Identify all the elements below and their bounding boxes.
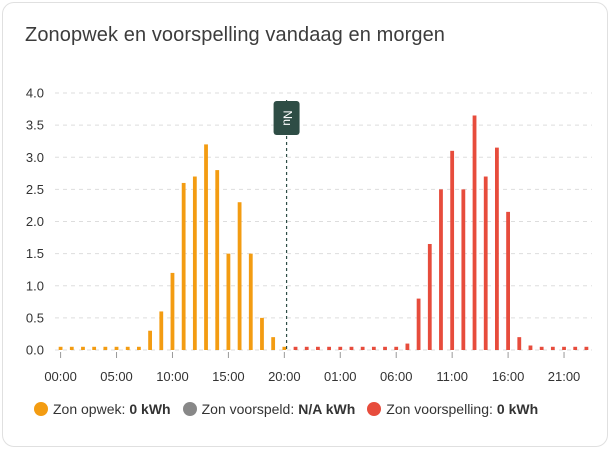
bar <box>416 298 421 350</box>
now-label: Nu <box>280 110 294 125</box>
now-label-box <box>273 101 300 135</box>
bar <box>226 253 231 350</box>
bar <box>562 346 566 350</box>
bar <box>394 346 399 350</box>
x-tick-label: 05:00 <box>100 369 133 384</box>
legend-label-voorspelling: Zon voorspelling: <box>386 401 493 417</box>
y-tick-label: 0.0 <box>26 343 44 358</box>
x-tick-label: 21:00 <box>548 369 581 384</box>
bar <box>69 346 74 350</box>
bar <box>327 346 331 350</box>
bar <box>539 346 544 350</box>
bar <box>148 330 152 350</box>
bar <box>237 202 242 350</box>
bar <box>114 346 119 350</box>
card-title: Zonopwek en voorspelling vandaag en morg… <box>25 24 446 46</box>
bar <box>383 346 387 350</box>
y-tick-label: 2.5 <box>26 182 44 197</box>
bar <box>81 346 85 350</box>
bar <box>483 176 488 350</box>
legend-value-voorspelling: 0 kWh <box>496 401 539 417</box>
bar <box>550 346 555 350</box>
bar <box>282 346 287 350</box>
bar <box>125 346 130 350</box>
x-tick-label: 00:00 <box>44 369 77 384</box>
y-tick-label: 2.0 <box>26 214 44 229</box>
y-tick-label: 4.0 <box>26 86 44 101</box>
y-tick-label: 3.5 <box>26 118 44 133</box>
bar <box>58 346 63 350</box>
bar <box>461 189 466 350</box>
bar <box>405 343 410 350</box>
y-tick-label: 1.0 <box>26 278 44 293</box>
bar <box>517 337 522 350</box>
x-tick-label: 06:00 <box>380 369 413 384</box>
bar <box>192 176 197 350</box>
legend-item-opwek[interactable]: Zon opwek: 0 kWh <box>34 401 171 417</box>
x-tick-label: 15:00 <box>212 369 245 384</box>
bar <box>371 346 376 350</box>
bar <box>427 243 432 350</box>
bar <box>439 189 443 350</box>
bar <box>472 115 477 350</box>
legend-label-opwek: Zon opwek: <box>53 401 126 417</box>
legend-label-voorspeld: Zon voorspeld: <box>201 401 295 417</box>
bar <box>181 182 186 350</box>
legend-item-voorspelling[interactable]: Zon voorspelling: 0 kWh <box>367 401 538 417</box>
x-tick-label: 11:00 <box>436 369 468 384</box>
legend-dot-opwek <box>34 402 48 416</box>
bar <box>528 345 533 350</box>
x-tick-label: 01:00 <box>324 369 357 384</box>
bar <box>159 311 164 350</box>
legend: Zon opwek: 0 kWh Zon voorspeld: N/A kWh … <box>34 401 550 417</box>
y-tick-label: 0.5 <box>26 310 44 325</box>
bar <box>293 346 298 350</box>
bar <box>584 346 589 350</box>
bar <box>248 253 253 350</box>
legend-item-voorspeld[interactable]: Zon voorspeld: N/A kWh <box>182 401 356 417</box>
bar <box>450 150 455 350</box>
bar <box>215 170 220 350</box>
bar <box>316 346 320 350</box>
legend-value-voorspeld: N/A kWh <box>298 401 356 417</box>
legend-dot-voorspelling <box>367 402 382 416</box>
y-tick-label: 3.0 <box>26 150 44 165</box>
bar <box>360 346 365 350</box>
x-tick-label: 16:00 <box>492 369 525 384</box>
bar <box>495 147 499 350</box>
bar <box>506 211 510 350</box>
bar <box>170 272 175 350</box>
bar <box>304 346 309 350</box>
x-tick-label: 20:00 <box>268 369 301 384</box>
bar <box>338 346 343 350</box>
bar <box>573 346 578 350</box>
bar <box>137 346 141 350</box>
y-tick-label: 1.5 <box>26 246 44 261</box>
bar <box>103 346 108 350</box>
bar <box>92 346 97 350</box>
legend-dot-voorspeld <box>182 402 197 416</box>
bar <box>260 317 264 350</box>
legend-value-opwek: 0 kWh <box>129 401 171 417</box>
bar <box>204 144 208 350</box>
bar <box>349 346 354 350</box>
bar <box>271 337 276 350</box>
x-tick-label: 10:00 <box>156 369 189 384</box>
